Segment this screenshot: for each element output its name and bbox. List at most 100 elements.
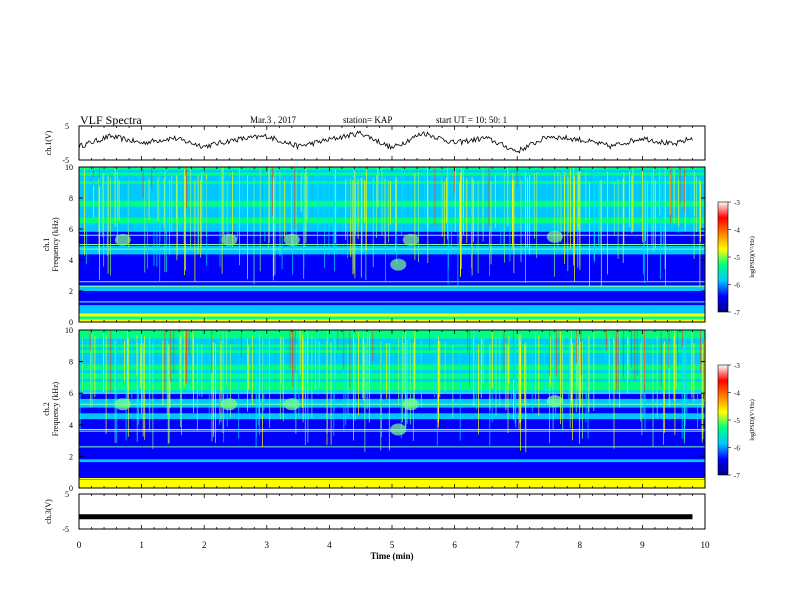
spectro-band (79, 456, 705, 460)
whistler-blob (390, 258, 407, 271)
colorbar-tick-label: -7 (734, 309, 740, 317)
whistler-blob (221, 233, 238, 246)
spectro-band (79, 364, 705, 368)
y-axis-label: Frequency (kHz) (51, 217, 60, 272)
spectro-band (79, 387, 705, 391)
spectro-band (79, 401, 705, 406)
spectro-band (79, 358, 705, 363)
spectro-band (79, 293, 705, 298)
whistler-blob (114, 398, 131, 411)
spectro-band (79, 183, 705, 188)
spectro-band (79, 347, 705, 351)
spectro-band (79, 355, 705, 360)
colorbar-label: log(PSD)(V²/Hz) (749, 399, 756, 440)
spectro-band (79, 421, 705, 426)
whistler-blob (402, 398, 419, 411)
spectro-band (79, 396, 705, 400)
spectro-band (79, 276, 705, 281)
y-axis-label: ch.1(V) (44, 130, 53, 155)
x-axis-label: Time (min) (370, 551, 413, 561)
xtick-label: 6 (452, 540, 457, 550)
colorbar-tick-label: -6 (734, 282, 740, 290)
spectro-band (79, 332, 705, 337)
spectro-band (79, 237, 705, 241)
ytick-label: 0 (69, 318, 73, 327)
spectro-band (79, 442, 705, 446)
y-axis-label: ch.3(V) (44, 499, 53, 524)
spectro-band (79, 447, 705, 452)
ytick-label: 6 (69, 389, 73, 398)
spectro-band (79, 226, 705, 230)
panel-frame (78, 125, 706, 161)
ytick-label: 0 (69, 484, 73, 493)
spectro-band (79, 416, 705, 420)
ytick-label: 6 (69, 225, 73, 234)
colorbar-tick-label: -5 (734, 254, 740, 262)
spectro-band (79, 212, 705, 216)
colorbar-tick-label: -4 (734, 390, 740, 398)
spectro-band (79, 296, 705, 300)
colorbar-tick-label: -5 (734, 417, 740, 425)
spectro-band (79, 248, 705, 253)
spectro-band (79, 344, 705, 348)
spectro-band (79, 206, 705, 210)
header-date: Mar.3 , 2017 (250, 115, 296, 125)
xtick-label: 9 (640, 540, 645, 550)
spectro-band (79, 189, 705, 193)
spectro-band (79, 282, 705, 286)
figure-title: VLF Spectra (80, 113, 142, 127)
spectro-band (79, 310, 705, 315)
xtick-label: 4 (327, 540, 332, 550)
ytick-label: 2 (69, 287, 73, 296)
spectro-band (79, 200, 705, 205)
whistler-blob (283, 398, 300, 411)
spectro-band (79, 465, 705, 469)
spectro-band (79, 353, 705, 357)
spectrogram-ch2 (78, 329, 706, 489)
header-station: station= KAP (343, 115, 393, 125)
spectro-band (79, 271, 705, 275)
spectro-band (79, 195, 705, 199)
y-axis-label: ch.2 (42, 402, 51, 416)
xtick-label: 10 (701, 540, 711, 550)
whistler-blob (546, 395, 563, 408)
colorbar-tick-label: -7 (734, 472, 740, 480)
spectro-band (79, 404, 705, 409)
spectro-band (79, 453, 705, 457)
whistler-blob (114, 233, 131, 246)
ytick-label: 4 (69, 421, 73, 430)
spectrogram-ch1 (78, 166, 706, 323)
spectro-band (79, 240, 705, 244)
xtick-label: 7 (515, 540, 520, 550)
spectro-band (79, 169, 705, 174)
spectro-band (79, 257, 705, 261)
panel-frame (78, 493, 706, 530)
header-start-ut: start UT = 10: 50: 1 (436, 115, 508, 125)
spectro-band (79, 439, 705, 443)
spectro-band (79, 341, 705, 345)
ytick-label: 10 (65, 326, 73, 335)
spectro-band (79, 350, 705, 354)
spectro-band (79, 220, 705, 224)
spectro-band (79, 299, 705, 303)
spectro-band (79, 192, 705, 196)
whistler-blob (390, 423, 407, 436)
xtick-label: 5 (390, 540, 395, 550)
spectro-band (79, 268, 705, 272)
spectro-band (79, 459, 705, 463)
spectro-band (79, 398, 705, 403)
ytick-label: -5 (62, 156, 69, 165)
spectro-band (79, 172, 705, 176)
xtick-label: 1 (139, 540, 144, 550)
spectro-band (79, 223, 705, 227)
spectro-band (79, 410, 705, 414)
colorbar-tick-label: -6 (734, 445, 740, 453)
spectro-band (79, 390, 705, 394)
spectro-band (79, 373, 705, 377)
ytick-label: 4 (69, 256, 73, 265)
colorbar-tick-label: -3 (734, 362, 740, 370)
spectro-band (79, 436, 705, 440)
ch1-waveform (78, 130, 693, 154)
spectro-band (79, 393, 705, 397)
